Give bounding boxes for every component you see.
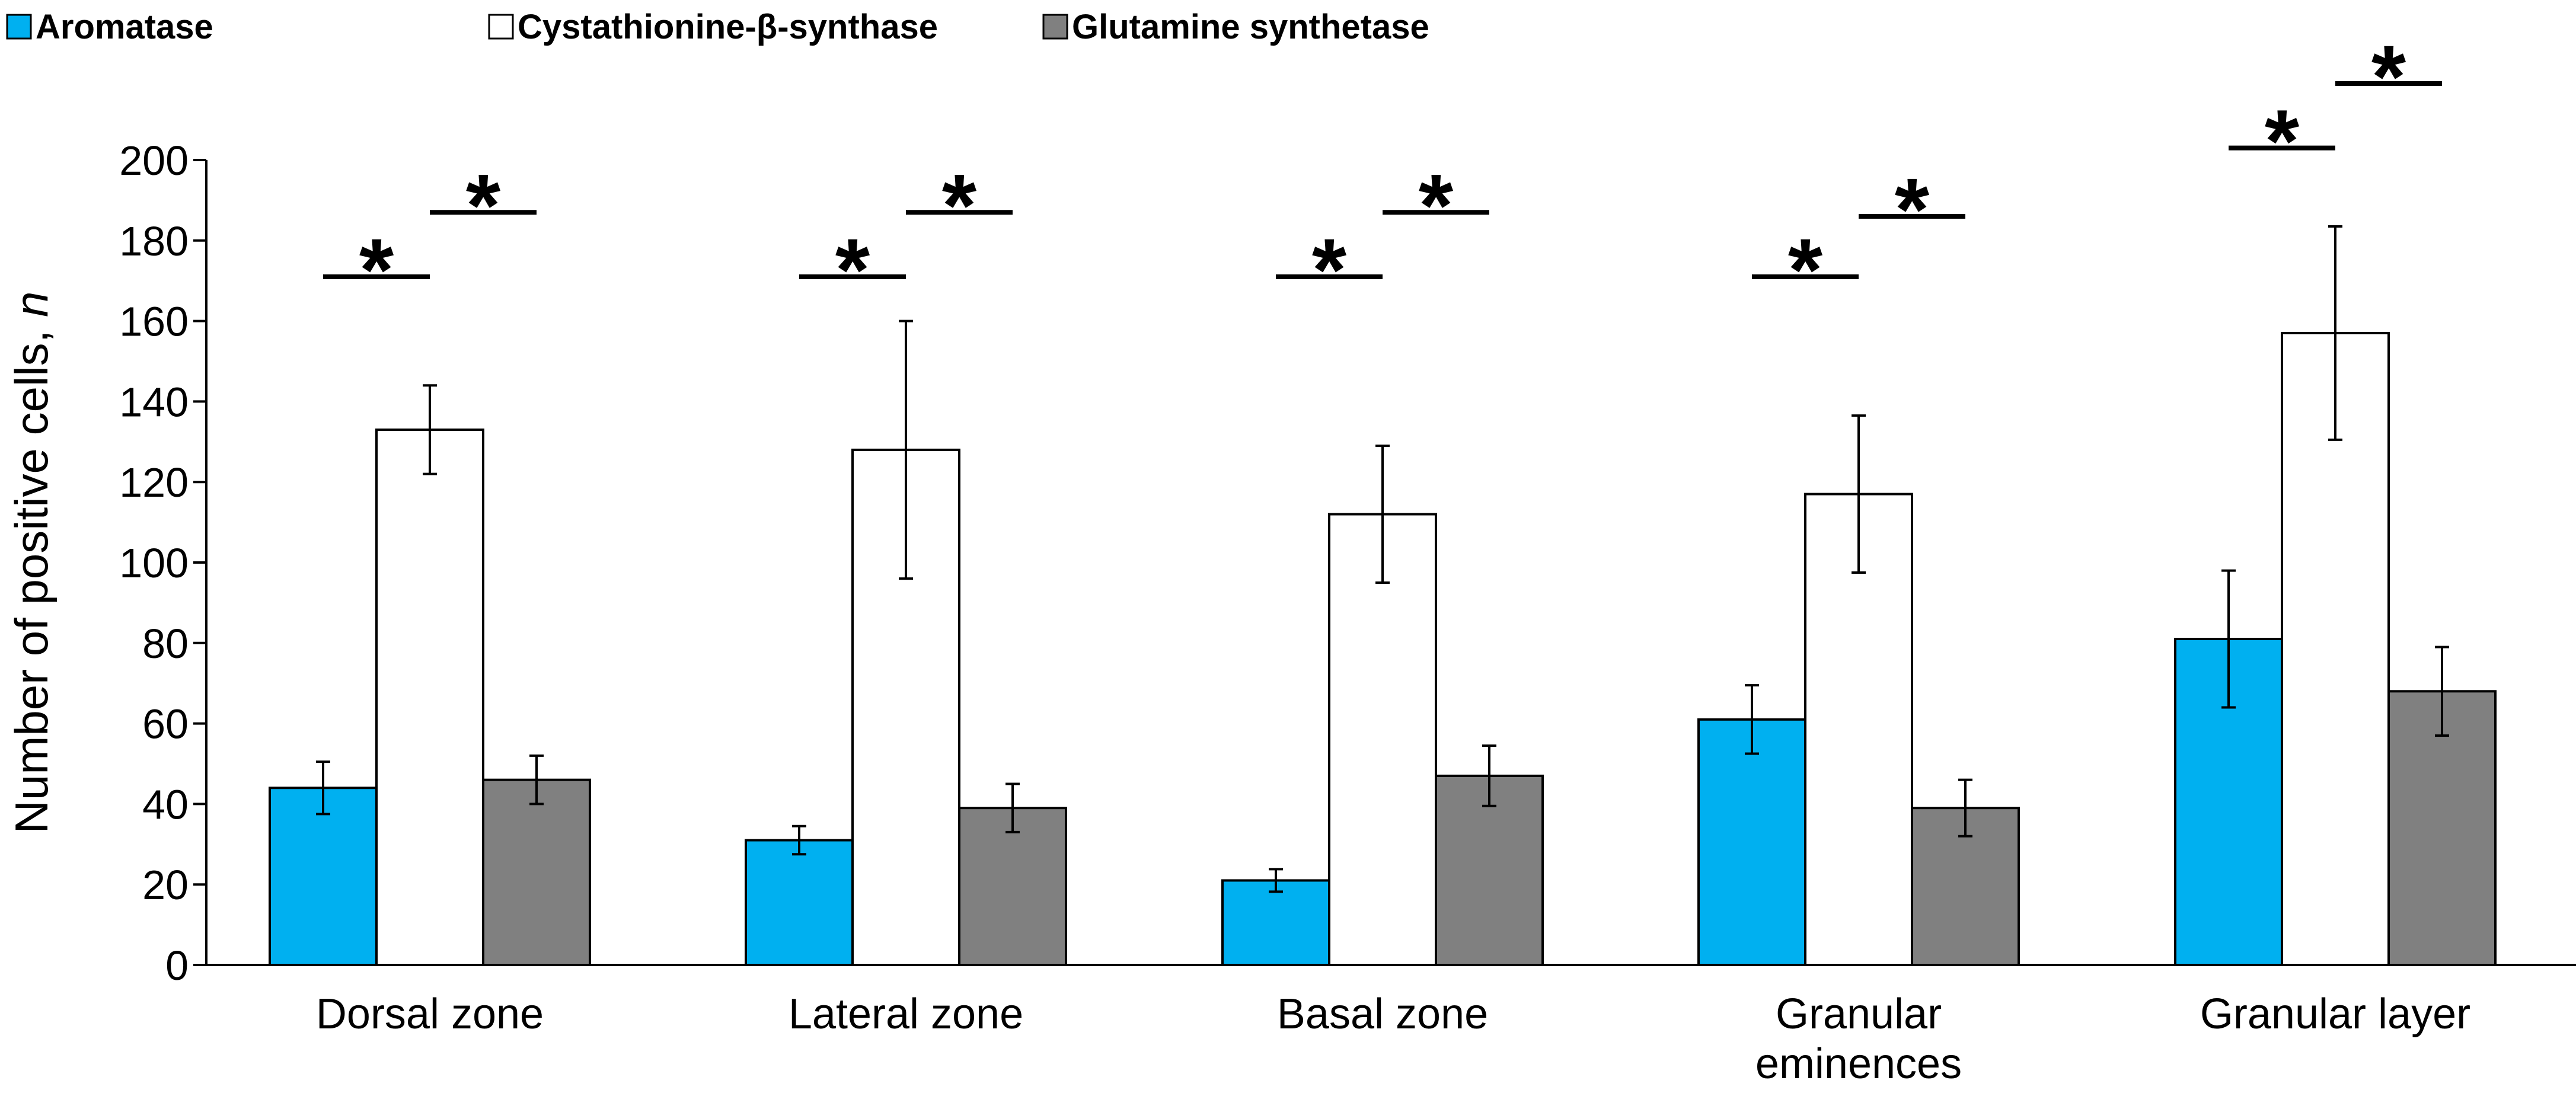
bar-s0-c1 — [745, 839, 854, 967]
significance-star-0: * — [359, 220, 394, 319]
significance-star-1: * — [466, 155, 501, 255]
category-label-3: Granular eminences — [1755, 990, 1962, 1088]
bars — [269, 331, 2497, 967]
significance-star-9: * — [2371, 27, 2406, 126]
category-label-line: Dorsal zone — [316, 990, 544, 1038]
y-axis-title-main: Number of positive cells, — [5, 317, 58, 833]
legend-swatch-0 — [6, 14, 32, 40]
y-axis-title: Number of positive cells, n — [5, 292, 58, 834]
significance-star-5: * — [1419, 155, 1454, 255]
bar-s2-c0 — [482, 778, 591, 967]
category-label-line: Lateral zone — [789, 990, 1023, 1038]
significance-star-2: * — [835, 220, 870, 319]
category-labels: Dorsal zone Lateral zone Basal zone Granula… — [316, 990, 2470, 1088]
significance-star-3: * — [942, 155, 977, 255]
bar-s2-c1 — [958, 807, 1067, 966]
significance-star-4: * — [1312, 220, 1347, 319]
legend-label-2: Glutamine synthetase — [1072, 8, 1429, 46]
y-tick-label-120: 120 — [119, 459, 189, 506]
y-tick-label-200: 200 — [119, 138, 189, 184]
bar-s1-c2 — [1328, 513, 1437, 966]
category-label-0: Dorsal zone — [316, 990, 544, 1038]
y-tick-label-140: 140 — [119, 379, 189, 425]
category-label-4: Granular layer — [2200, 990, 2470, 1038]
bar-s2-c2 — [1435, 774, 1544, 966]
y-tick-label-60: 60 — [142, 701, 189, 747]
significance-star-8: * — [2265, 91, 2300, 191]
legend-label-1: Cystathionine-β-synthase — [518, 8, 938, 46]
significance-star-7: * — [1895, 159, 1930, 259]
legend-swatch-1 — [488, 14, 514, 40]
y-axis-title-symbol: n — [5, 292, 58, 317]
bar-s1-c0 — [375, 428, 484, 966]
category-label-line: eminences — [1755, 1040, 1962, 1088]
y-tick-label-20: 20 — [142, 862, 189, 908]
y-tick-label-100: 100 — [119, 540, 189, 586]
error-bars — [316, 225, 2449, 893]
category-label-line: Basal zone — [1277, 990, 1488, 1038]
bar-s1-c3 — [1804, 493, 1913, 966]
y-tick-label-160: 160 — [119, 299, 189, 345]
significance-markers: * * * * * * * * * * — [323, 27, 2442, 319]
legend-label-0: Aromatase — [36, 8, 213, 46]
category-label-1: Lateral zone — [789, 990, 1023, 1038]
bar-s0-c3 — [1697, 718, 1806, 967]
legend-swatch-2 — [1042, 14, 1068, 40]
legend: Aromatase Cystathionine-β-synthase Glutami… — [6, 8, 1429, 46]
y-tick-label-0: 0 — [165, 942, 189, 989]
bar-s0-c0 — [269, 787, 378, 966]
category-label-line: Granular — [1776, 990, 1942, 1038]
y-tick-label-40: 40 — [142, 781, 189, 827]
y-tick-label-180: 180 — [119, 218, 189, 264]
category-label-2: Basal zone — [1277, 990, 1488, 1038]
axes: 0 20 40 60 80 100 120 140 160 180 200 Number of pos… — [5, 138, 2576, 989]
significance-star-6: * — [1788, 220, 1823, 319]
bar-s0-c2 — [1221, 879, 1330, 967]
y-tick-label-80: 80 — [142, 621, 189, 667]
category-label-line: Granular layer — [2200, 990, 2470, 1038]
